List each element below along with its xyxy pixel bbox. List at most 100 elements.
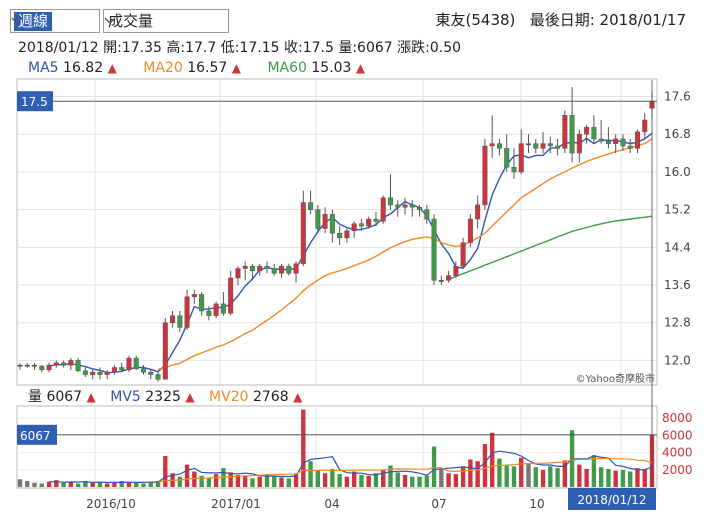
candlestick [584, 124, 590, 144]
volume-bar [308, 461, 313, 487]
volume-bar [475, 461, 480, 487]
indicator-select[interactable]: 成交量 [103, 9, 229, 33]
candle-body [613, 138, 619, 144]
period-select[interactable]: 週線 [10, 9, 100, 33]
candle-body [402, 204, 408, 208]
volume-bar [228, 472, 233, 487]
x-tick-label: 2017/01 [211, 497, 261, 511]
volume-bar [424, 475, 429, 487]
candlestick [555, 138, 561, 156]
x-tick-label: 04 [324, 497, 339, 511]
candlestick [148, 369, 154, 380]
candlestick [162, 318, 168, 380]
date-marker [568, 488, 656, 510]
ohlc-change: 漲跌:0.50 [397, 40, 462, 56]
candlestick [199, 292, 205, 316]
candle-body [598, 138, 604, 142]
ma60-legend: MA60 15.03 ▲ [267, 60, 365, 76]
volume-bar [264, 474, 270, 487]
volume-bar [388, 465, 393, 487]
ma5-legend: MA5 16.82 ▲ [28, 60, 117, 76]
stock-header: 東友(5438) 最後日期: 2018/01/17 [436, 9, 686, 30]
mv5-line [49, 450, 653, 484]
candle-body [358, 223, 364, 227]
volume-bar [511, 466, 517, 487]
ohlc-low: 低:17.15 [220, 40, 280, 56]
volume-bar [199, 475, 204, 487]
candlestick [634, 129, 640, 154]
candle-body [249, 265, 255, 272]
candlestick [511, 148, 517, 179]
candlestick [140, 365, 146, 375]
candlestick [642, 112, 648, 139]
volume-bar [235, 474, 241, 487]
volume-bar [613, 470, 618, 487]
candlestick [627, 138, 633, 154]
volume-bar [184, 464, 190, 487]
candle-body [467, 218, 473, 243]
volume-bar [584, 468, 589, 487]
candle-body [140, 368, 146, 373]
volume-bar [177, 476, 182, 487]
candle-body [431, 218, 437, 281]
candle-body [329, 214, 335, 234]
volume-bar [359, 474, 364, 487]
candlestick [496, 138, 502, 156]
candle-body [555, 145, 561, 149]
ohlc-date: 2018/01/12 [18, 40, 99, 56]
candle-body [228, 277, 234, 314]
candle-body [46, 364, 52, 371]
candlestick [504, 134, 510, 172]
candle-body [511, 166, 517, 173]
price-panel [16, 78, 658, 386]
volume-bar [635, 468, 640, 487]
price-marker-label: 17.5 [21, 95, 48, 109]
volume-bar [577, 464, 582, 487]
volume-bar [250, 478, 255, 487]
volume-bar [104, 483, 110, 487]
volume-bar [83, 480, 88, 487]
candlestick [75, 358, 81, 373]
candlestick [322, 207, 328, 234]
candle-body [148, 371, 154, 375]
volume-bar [504, 464, 509, 487]
volume-tick-label: 4000 [662, 446, 693, 460]
candle-body [446, 275, 452, 281]
volume-bar [206, 477, 212, 487]
ohlc-open: 開:17.35 [103, 40, 162, 56]
volume-bar [134, 482, 139, 487]
candlestick [24, 362, 30, 368]
volume-bar [163, 456, 168, 487]
chevron-down-icon [104, 17, 116, 24]
candle-body [424, 209, 430, 220]
candlestick [605, 127, 611, 149]
candlestick [53, 360, 59, 368]
ma60-value: 15.03 [311, 60, 352, 76]
candle-body [504, 148, 510, 168]
mv20-name: MV20 [209, 389, 249, 405]
candlestick [547, 136, 553, 154]
y-tick-label: 16.0 [664, 165, 691, 179]
volume-bar [17, 479, 23, 487]
candlestick [228, 270, 234, 316]
volume-bar [315, 470, 321, 487]
volume-bar [417, 476, 422, 487]
volume-tick-label: 8000 [662, 411, 693, 425]
candlestick [460, 237, 466, 269]
x-tick-label: 2016/10 [86, 497, 136, 511]
volume-bar [68, 481, 74, 487]
y-tick-label: 13.6 [664, 278, 691, 292]
y-tick-label: 17.6 [664, 89, 691, 103]
ma20-legend: MA20 16.57 ▲ [143, 60, 241, 76]
volume-bar [25, 480, 30, 487]
candle-body [53, 362, 59, 366]
candlestick [424, 204, 430, 224]
volume-bar [446, 473, 451, 487]
candle-body [417, 207, 423, 210]
candle-body [184, 296, 190, 328]
volume-bar [540, 469, 546, 487]
candle-body [264, 265, 270, 269]
candlestick [446, 270, 452, 283]
candle-body [75, 360, 81, 372]
